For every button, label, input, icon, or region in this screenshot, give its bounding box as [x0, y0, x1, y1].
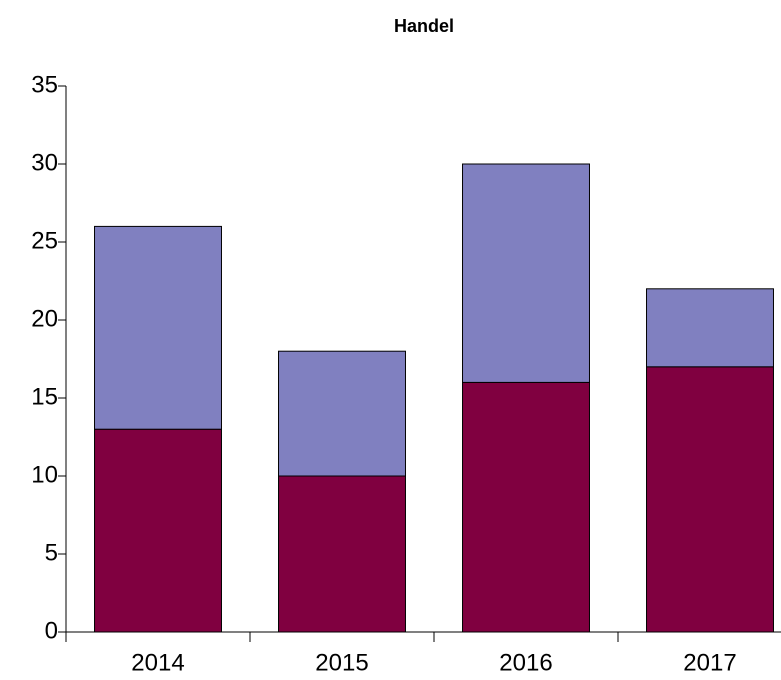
bar — [94, 225, 222, 430]
y-tick-label: 35 — [31, 71, 58, 98]
x-tick-label: 2014 — [131, 649, 184, 676]
bar — [94, 428, 222, 633]
y-tick-label: 25 — [31, 227, 58, 254]
bar — [278, 350, 406, 477]
bar — [646, 288, 774, 368]
bar — [462, 381, 590, 633]
x-tick-label: 2017 — [683, 649, 736, 676]
bar — [646, 366, 774, 633]
y-tick-label: 15 — [31, 383, 58, 410]
y-tick-label: 30 — [31, 149, 58, 176]
chart-title: Handel — [394, 16, 454, 36]
bar — [278, 475, 406, 633]
y-tick-label: 0 — [45, 617, 58, 644]
y-tick-label: 5 — [45, 539, 58, 566]
y-tick-label: 20 — [31, 305, 58, 332]
x-tick-label: 2016 — [499, 649, 552, 676]
bar — [462, 163, 590, 383]
y-tick-label: 10 — [31, 461, 58, 488]
x-tick-label: 2015 — [315, 649, 368, 676]
